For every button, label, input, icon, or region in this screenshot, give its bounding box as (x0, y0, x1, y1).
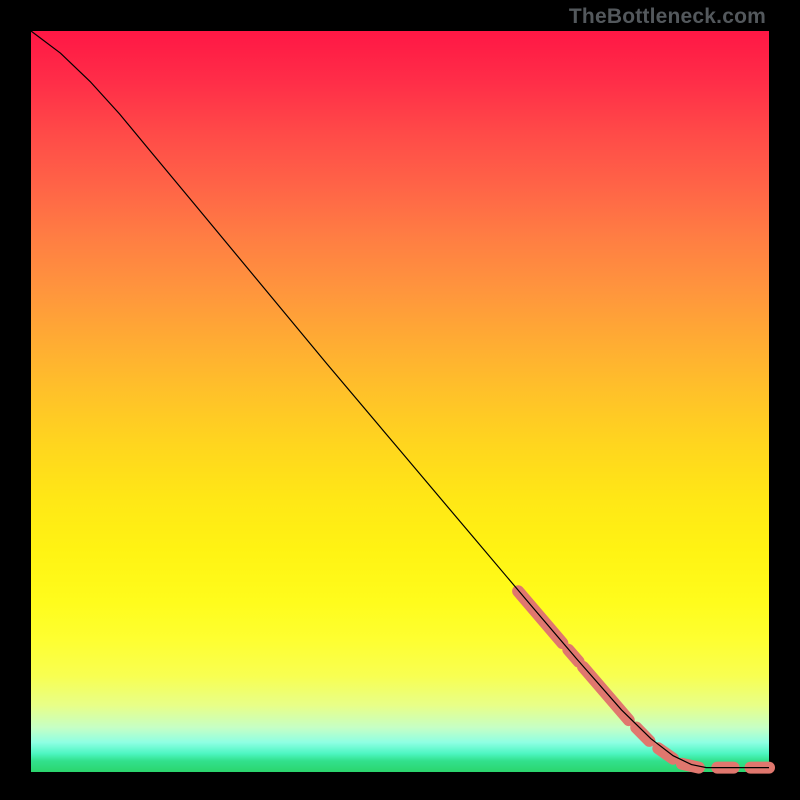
chart-marker-segment (636, 728, 649, 741)
chart-data-markers (518, 591, 769, 767)
chart-line (31, 31, 769, 768)
chart-svg-layer (31, 31, 769, 772)
watermark-text: TheBottleneck.com (569, 5, 766, 29)
chart-plot-area (31, 31, 769, 772)
